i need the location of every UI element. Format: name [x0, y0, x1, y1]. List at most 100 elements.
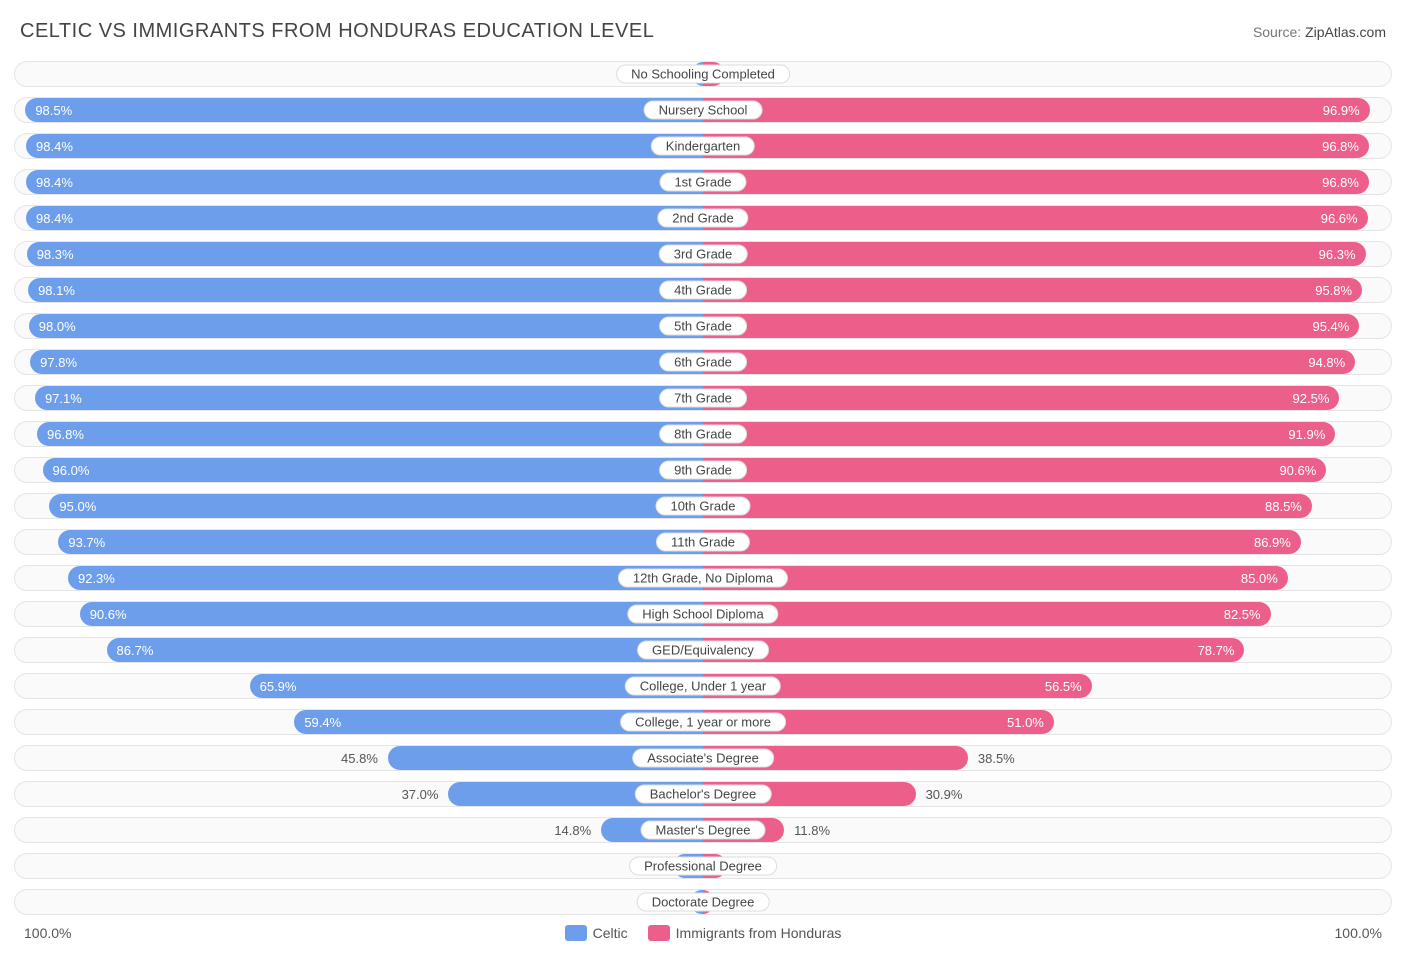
chart-footer: 100.0% Celtic Immigrants from Honduras 1… — [10, 915, 1396, 941]
chart-row: 98.5%96.9%Nursery School — [14, 97, 1392, 123]
value-label-left: 93.7% — [58, 530, 115, 554]
bar-right — [703, 530, 1301, 554]
bar-left — [30, 350, 703, 374]
value-label-right: 86.9% — [1244, 530, 1301, 554]
category-label: 12th Grade, No Diploma — [618, 569, 788, 588]
chart-row: 92.3%85.0%12th Grade, No Diploma — [14, 565, 1392, 591]
legend-swatch-left — [565, 925, 587, 941]
bar-left — [26, 170, 703, 194]
chart-source: Source: ZipAtlas.com — [1253, 24, 1386, 40]
chart-row: 1.6%3.2%No Schooling Completed — [14, 61, 1392, 87]
value-label-left: 14.8% — [544, 818, 601, 842]
chart-title: CELTIC VS IMMIGRANTS FROM HONDURAS EDUCA… — [20, 20, 654, 43]
value-label-right: 96.9% — [1313, 98, 1370, 122]
chart-row: 97.8%94.8%6th Grade — [14, 349, 1392, 375]
bar-left — [49, 494, 703, 518]
value-label-left: 98.3% — [27, 242, 84, 266]
legend: Celtic Immigrants from Honduras — [565, 925, 842, 941]
chart-row: 65.9% 56.5% College, Under 1 year — [14, 673, 1392, 699]
chart-row: 96.0%90.6%9th Grade — [14, 457, 1392, 483]
value-label-right: 96.3% — [1309, 242, 1366, 266]
legend-item-right: Immigrants from Honduras — [648, 925, 842, 941]
value-label-right: 88.5% — [1255, 494, 1312, 518]
value-label-left: 96.8% — [37, 422, 94, 446]
chart-row: 98.4%96.8%Kindergarten — [14, 133, 1392, 159]
bar-left — [107, 638, 703, 662]
value-label-left: 98.4% — [26, 170, 83, 194]
value-label-right: 11.8% — [784, 818, 840, 842]
category-label: Doctorate Degree — [637, 893, 770, 912]
legend-label-left: Celtic — [593, 925, 628, 941]
category-label: 4th Grade — [659, 281, 747, 300]
value-label-left: 97.1% — [35, 386, 92, 410]
bar-left — [29, 314, 703, 338]
diverging-bar-chart: 1.6%3.2%No Schooling Completed 98.5% 96.9%… — [10, 61, 1396, 915]
bar-left — [26, 134, 703, 158]
bar-left — [43, 458, 703, 482]
value-label-left: 98.4% — [26, 134, 83, 158]
bar-right — [703, 458, 1326, 482]
chart-row: 98.4% 96.6% 2nd Grade — [14, 205, 1392, 231]
bar-right — [703, 242, 1366, 266]
chart-row: 98.0%95.4%5th Grade — [14, 313, 1392, 339]
category-label: 6th Grade — [659, 353, 747, 372]
category-label: 5th Grade — [659, 317, 747, 336]
category-label: Master's Degree — [641, 821, 766, 840]
value-label-left: 98.0% — [29, 314, 86, 338]
bar-right — [703, 170, 1369, 194]
bar-right — [703, 638, 1244, 662]
bar-left — [80, 602, 703, 626]
bar-right — [703, 422, 1335, 446]
chart-row: 1.9%1.4%Doctorate Degree — [14, 889, 1392, 915]
value-label-left: 90.6% — [80, 602, 137, 626]
value-label-right: 96.6% — [1311, 206, 1368, 230]
bar-right — [703, 386, 1339, 410]
category-label: 2nd Grade — [657, 209, 748, 228]
chart-row: 96.8%91.9%8th Grade — [14, 421, 1392, 447]
bar-left — [35, 386, 703, 410]
value-label-left: 37.0% — [392, 782, 449, 806]
value-label-left: 65.9% — [250, 674, 307, 698]
bar-left — [58, 530, 703, 554]
category-label: 7th Grade — [659, 389, 747, 408]
chart-row: 90.6% 82.5% High School Diploma — [14, 601, 1392, 627]
value-label-right: 82.5% — [1214, 602, 1271, 626]
bar-right — [703, 278, 1362, 302]
chart-row: 98.1%95.8%4th Grade — [14, 277, 1392, 303]
value-label-right: 56.5% — [1035, 674, 1092, 698]
category-label: Kindergarten — [651, 137, 755, 156]
bar-right — [703, 314, 1359, 338]
category-label: No Schooling Completed — [616, 65, 790, 84]
value-label-left: 59.4% — [294, 710, 351, 734]
value-label-left: 98.1% — [28, 278, 85, 302]
value-label-right: 38.5% — [968, 746, 1025, 770]
bar-right — [703, 494, 1312, 518]
chart-row: 14.8% 11.8% Master's Degree — [14, 817, 1392, 843]
value-label-right: 90.6% — [1269, 458, 1326, 482]
bar-right — [703, 134, 1369, 158]
chart-row: 98.4%96.8%1st Grade — [14, 169, 1392, 195]
chart-row: 45.8%38.5%Associate's Degree — [14, 745, 1392, 771]
chart-row: 93.7%86.9%11th Grade — [14, 529, 1392, 555]
bar-left — [28, 278, 703, 302]
value-label-left: 97.8% — [30, 350, 87, 374]
value-label-right: 92.5% — [1283, 386, 1340, 410]
legend-item-left: Celtic — [565, 925, 628, 941]
category-label: Associate's Degree — [632, 749, 774, 768]
bar-left — [68, 566, 703, 590]
value-label-left: 98.5% — [25, 98, 82, 122]
category-label: 8th Grade — [659, 425, 747, 444]
value-label-right: 96.8% — [1312, 170, 1369, 194]
bar-left — [25, 98, 703, 122]
bar-left — [37, 422, 703, 446]
value-label-left: 96.0% — [43, 458, 100, 482]
value-label-left: 92.3% — [68, 566, 125, 590]
category-label: College, Under 1 year — [625, 677, 781, 696]
category-label: High School Diploma — [627, 605, 778, 624]
chart-row: 98.3% 96.3% 3rd Grade — [14, 241, 1392, 267]
bar-right — [703, 98, 1370, 122]
source-value: ZipAtlas.com — [1305, 24, 1386, 40]
value-label-left: 98.4% — [26, 206, 83, 230]
bar-right — [703, 206, 1368, 230]
category-label: 3rd Grade — [659, 245, 748, 264]
